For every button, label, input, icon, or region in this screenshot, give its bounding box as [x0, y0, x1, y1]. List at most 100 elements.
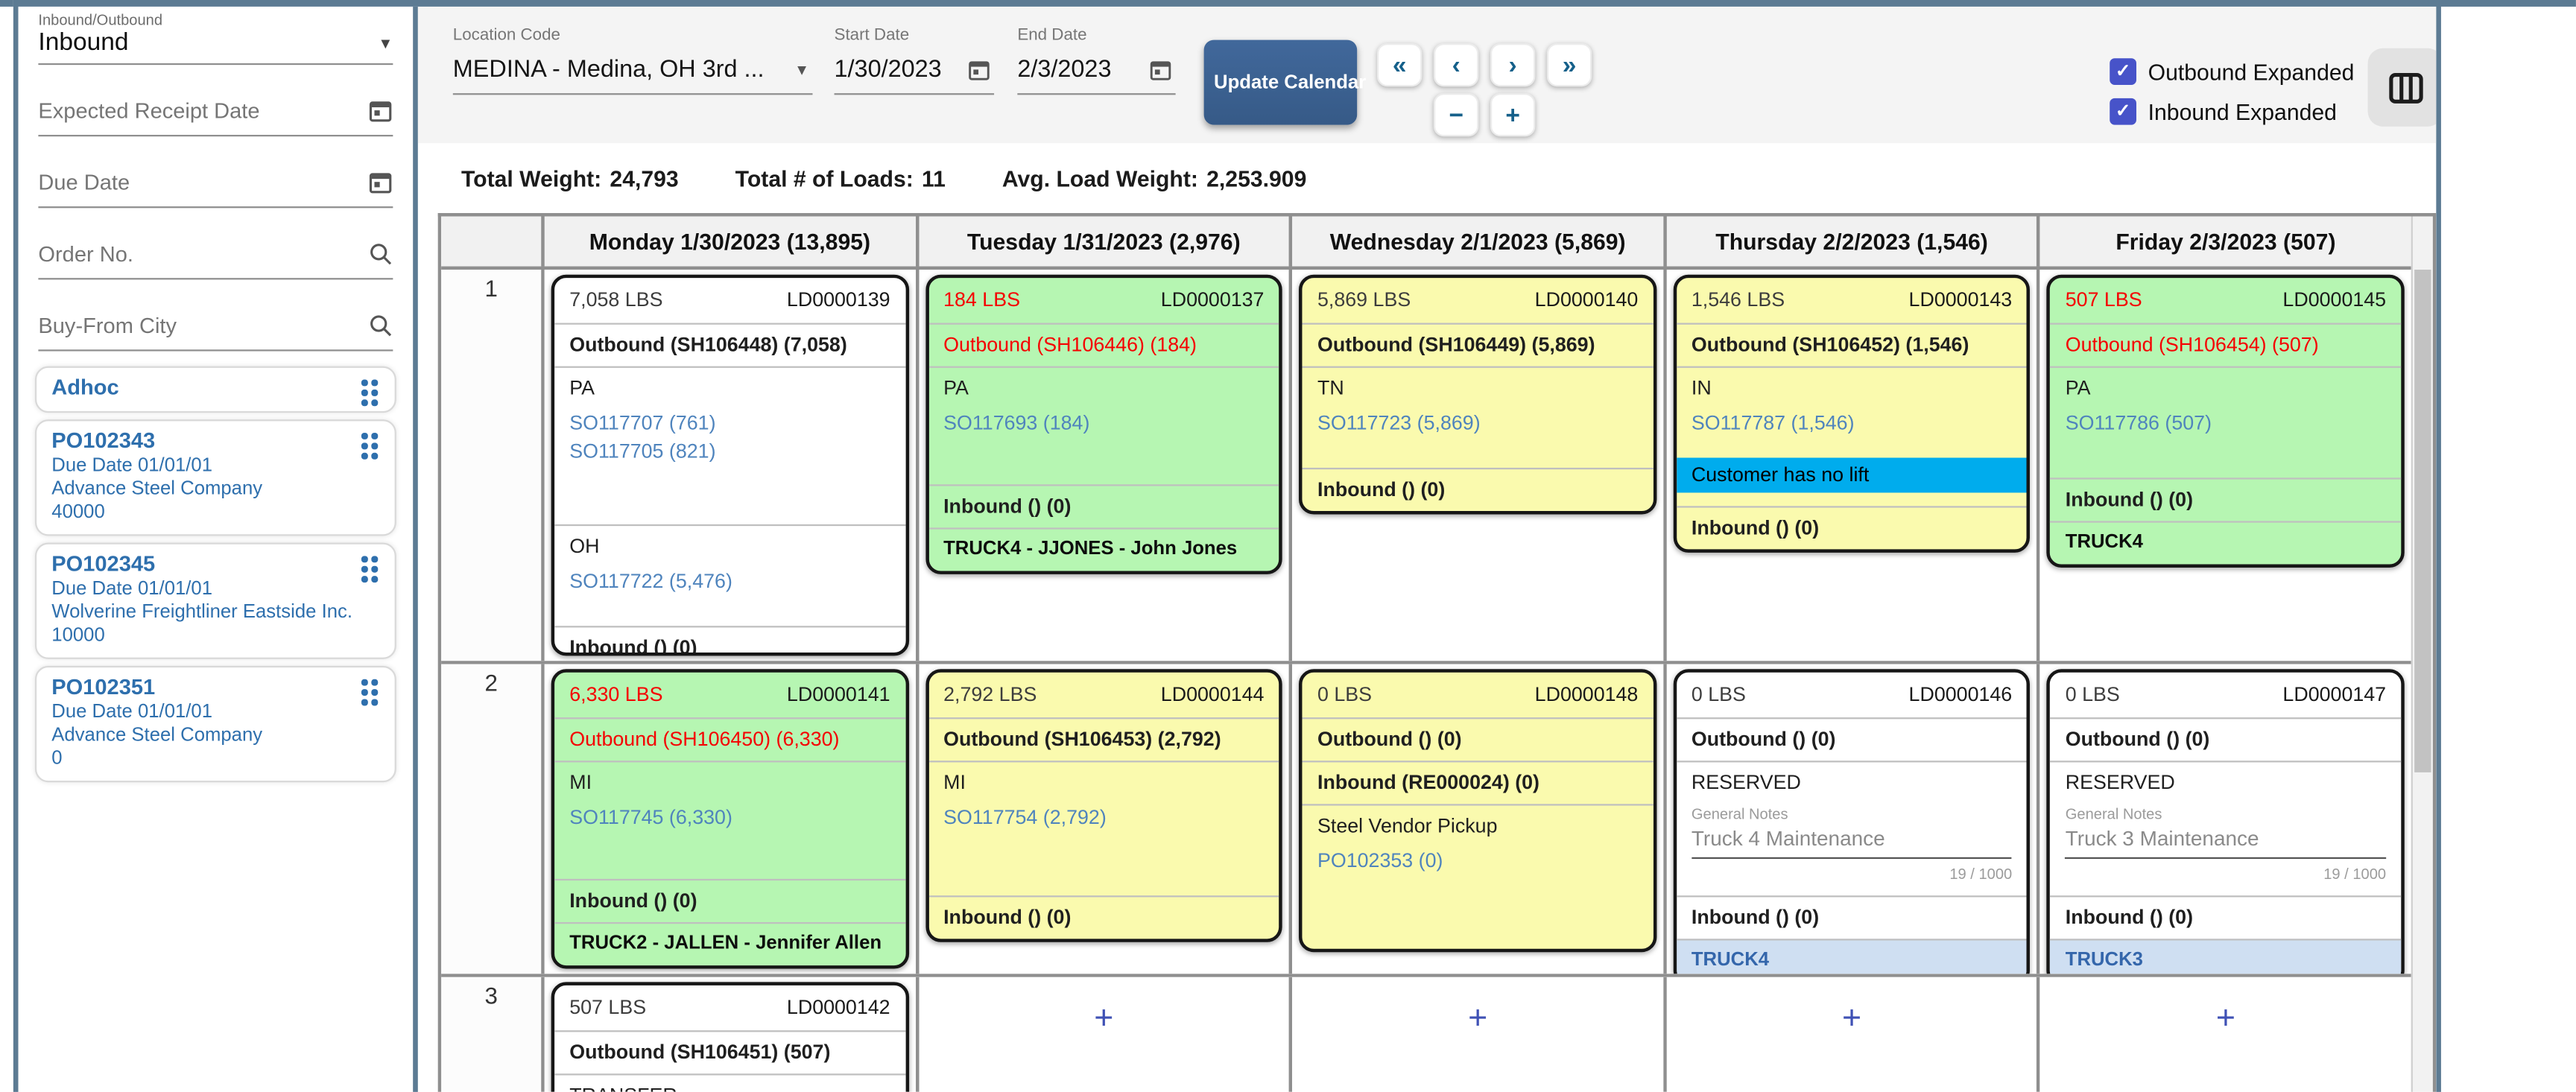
- calendar-cell[interactable]: +: [918, 977, 1293, 1092]
- nav-prev-button[interactable]: ‹: [1433, 43, 1479, 87]
- checkbox-checked-icon[interactable]: ✓: [2110, 58, 2136, 85]
- location-code-field[interactable]: Location Code MEDINA - Medina, OH 3rd ..…: [452, 26, 813, 95]
- order-link[interactable]: SO117707 (761): [569, 410, 716, 435]
- calendar-icon[interactable]: [967, 58, 990, 81]
- calendar-cell[interactable]: +: [1292, 977, 1667, 1092]
- load-weight: 2,792 LBS: [943, 682, 1037, 706]
- load-direction-line: Outbound (SH106452) (1,546): [1676, 323, 2028, 366]
- end-date-field[interactable]: End Date 2/3/2023: [1017, 27, 1176, 95]
- nav-first-button[interactable]: «: [1377, 43, 1423, 87]
- direction-filter-label: Inbound/Outbound: [38, 11, 163, 28]
- load-card-header: 507 LBS LD0000145: [2051, 278, 2402, 323]
- load-id: LD0000142: [786, 995, 890, 1019]
- column-view-button[interactable]: [2367, 48, 2437, 127]
- inbound-expanded-checkbox[interactable]: ✓ Inbound Expanded: [2110, 98, 2337, 125]
- outbound-expanded-checkbox[interactable]: ✓ Outbound Expanded: [2110, 58, 2354, 85]
- order-link[interactable]: SO117787 (1,546): [1691, 410, 1855, 435]
- vertical-scrollbar[interactable]: [2411, 216, 2433, 1092]
- order-link[interactable]: PO102353 (0): [1317, 848, 1443, 872]
- minus-day-button[interactable]: −: [1433, 93, 1479, 137]
- end-date-value[interactable]: 2/3/2023: [1017, 56, 1112, 83]
- chevron-down-icon[interactable]: ▼: [794, 61, 810, 79]
- nav-last-button[interactable]: »: [1546, 43, 1592, 87]
- scrollbar-thumb[interactable]: [2414, 270, 2431, 772]
- calendar-cell[interactable]: +: [2040, 977, 2411, 1092]
- calendar-icon[interactable]: [1149, 58, 1172, 81]
- load-direction-line: Outbound (SH106446) (184): [928, 323, 1279, 366]
- direction-filter[interactable]: Inbound/Outbound Inbound ▼: [38, 7, 393, 66]
- start-date-field[interactable]: Start Date 1/30/2023: [834, 27, 995, 95]
- buy-from-city-field[interactable]: Buy-From City: [38, 279, 393, 352]
- checkbox-checked-icon[interactable]: ✓: [2110, 98, 2136, 125]
- add-load-button[interactable]: +: [1094, 1000, 1114, 1038]
- load-card[interactable]: 1,546 LBS LD0000143 Outbound (SH106452) (1…: [1673, 274, 2031, 553]
- order-link[interactable]: SO117722 (5,476): [569, 569, 732, 593]
- general-notes-input[interactable]: Truck 3 Maintenance: [2065, 828, 2387, 860]
- avg-load-weight-label: Avg. Load Weight:: [1001, 166, 1198, 191]
- order-link[interactable]: SO117693 (184): [943, 410, 1090, 435]
- drag-handle-icon[interactable]: [361, 379, 380, 407]
- drag-handle-icon[interactable]: [361, 556, 380, 584]
- location-code-label: Location Code: [452, 26, 560, 45]
- total-weight-label: Total Weight:: [461, 166, 602, 191]
- order-link[interactable]: SO117786 (507): [2065, 410, 2212, 435]
- order-title[interactable]: Adhoc: [51, 374, 119, 400]
- load-card[interactable]: 507 LBS LD0000145 Outbound (SH106454) (507…: [2047, 274, 2405, 568]
- order-card[interactable]: PO102351 Due Date 01/01/01 Advance Steel C…: [34, 665, 396, 783]
- load-card[interactable]: 5,869 LBS LD0000140 Outbound (SH106449) (5…: [1299, 274, 1656, 515]
- load-card[interactable]: 7,058 LBS LD0000139 Outbound (SH106448) (7…: [551, 274, 909, 656]
- order-link[interactable]: SO117705 (821): [569, 439, 716, 463]
- row-number-header: [441, 216, 545, 267]
- add-load-button[interactable]: +: [1468, 1000, 1488, 1038]
- general-notes-input[interactable]: Truck 4 Maintenance: [1691, 828, 2013, 860]
- truck-assignment: TRUCK3: [2050, 939, 2402, 974]
- order-link[interactable]: SO117745 (6,330): [569, 805, 732, 829]
- load-weight: 184 LBS: [943, 288, 1021, 311]
- load-direction-line: Inbound () (0): [2050, 477, 2402, 521]
- nav-next-button[interactable]: ›: [1490, 43, 1536, 87]
- calendar-cell: 6,330 LBS LD0000141 Outbound (SH106450) (6…: [544, 664, 919, 974]
- load-card[interactable]: 0 LBS LD0000146 Outbound () (0) RESERVED Gen…: [1673, 669, 2031, 974]
- add-load-button[interactable]: +: [1841, 1000, 1862, 1038]
- order-no-field[interactable]: Order No.: [38, 208, 393, 280]
- expected-receipt-date-field[interactable]: Expected Receipt Date: [38, 65, 393, 137]
- add-load-button[interactable]: +: [2215, 1000, 2235, 1038]
- order-no-placeholder: Order No.: [38, 241, 133, 267]
- load-card[interactable]: 507 LBS LD0000142 Outbound (SH106451) (507…: [551, 982, 909, 1092]
- calendar-cell[interactable]: +: [1666, 977, 2041, 1092]
- order-card[interactable]: PO102343 Due Date 01/01/01 Advance Steel C…: [34, 419, 396, 536]
- search-icon[interactable]: [368, 241, 393, 267]
- calendar-cell: 184 LBS LD0000137 Outbound (SH106446) (184…: [918, 270, 1293, 661]
- order-title[interactable]: PO102345: [51, 550, 156, 577]
- load-card[interactable]: 0 LBS LD0000147 Outbound () (0) RESERVED Gen…: [2047, 669, 2405, 974]
- load-card[interactable]: 184 LBS LD0000137 Outbound (SH106446) (184…: [925, 274, 1283, 574]
- order-title[interactable]: PO102351: [51, 674, 156, 699]
- load-card[interactable]: 6,330 LBS LD0000141 Outbound (SH106450) (6…: [551, 669, 909, 969]
- order-link[interactable]: SO117723 (5,869): [1317, 410, 1481, 435]
- plus-day-button[interactable]: +: [1490, 93, 1536, 137]
- direction-filter-value[interactable]: Inbound: [38, 28, 129, 57]
- update-calendar-button[interactable]: Update Calendar: [1203, 39, 1366, 125]
- destination-state: PA: [569, 376, 595, 400]
- load-card[interactable]: 0 LBS LD0000148 Outbound () (0) Inbound (RE…: [1299, 669, 1656, 953]
- order-card[interactable]: PO102345 Due Date 01/01/01 Wolverine Freig…: [34, 542, 396, 659]
- reserved-label: RESERVED: [1691, 770, 1801, 794]
- calendar-icon[interactable]: [368, 170, 393, 195]
- order-link[interactable]: SO117754 (2,792): [943, 805, 1107, 829]
- destination-state: OH: [569, 534, 600, 558]
- chevron-down-icon[interactable]: ▼: [378, 34, 393, 51]
- load-card[interactable]: 2,792 LBS LD0000144 Outbound (SH106453) (2…: [925, 669, 1283, 942]
- order-card[interactable]: Adhoc: [34, 366, 396, 413]
- drag-handle-icon[interactable]: [361, 432, 380, 461]
- calendar-icon[interactable]: [368, 98, 393, 124]
- due-date-field[interactable]: Due Date: [38, 136, 393, 209]
- order-detail: Advance Steel Company: [51, 726, 263, 746]
- calendar-grid: Monday 1/30/2023 (13,895) Tuesday 1/31/20…: [437, 213, 2437, 1092]
- destination-state: PA: [943, 376, 969, 400]
- drag-handle-icon[interactable]: [361, 679, 380, 708]
- start-date-value[interactable]: 1/30/2023: [834, 56, 942, 83]
- order-title[interactable]: PO102343: [51, 428, 156, 453]
- planning-app: Inbound/Outbound Inbound ▼ Expected Rece…: [13, 0, 2441, 1092]
- location-code-value[interactable]: MEDINA - Medina, OH 3rd ...: [452, 56, 765, 83]
- search-icon[interactable]: [368, 313, 393, 338]
